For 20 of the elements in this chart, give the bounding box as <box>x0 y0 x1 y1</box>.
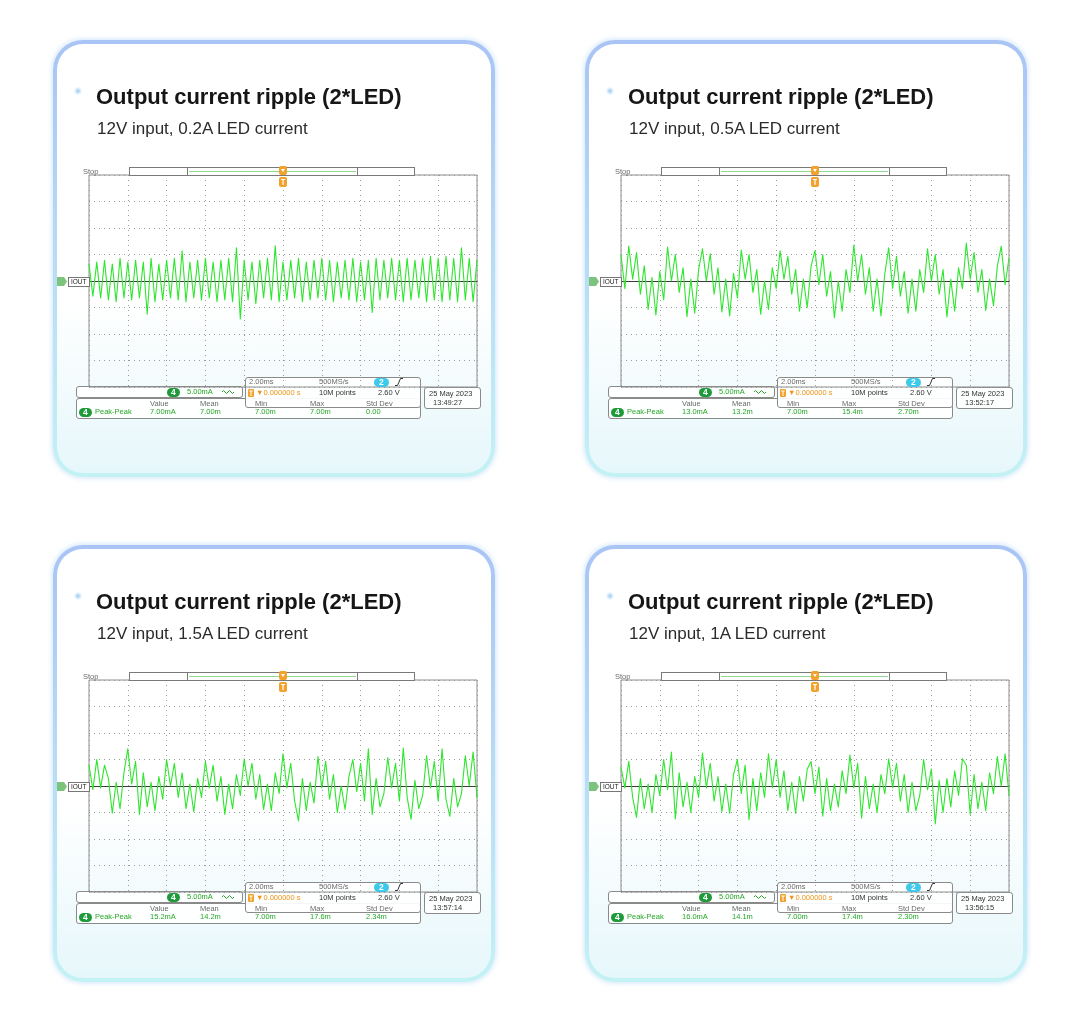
chart-subtitle: 12V input, 0.5A LED current <box>629 119 841 138</box>
text: 4 <box>167 891 180 902</box>
text: 2 <box>374 376 389 387</box>
text: 2 <box>374 881 389 892</box>
chart-subtitle: 12V input, 0.2A LED current <box>97 119 309 138</box>
text: 2 <box>906 376 921 387</box>
text: 4 <box>699 386 712 397</box>
text: 4 <box>79 406 92 417</box>
text: 4 <box>611 911 624 922</box>
text: 4 <box>611 406 624 417</box>
chart-subtitle: 12V input, 1.5A LED current <box>97 624 309 643</box>
chart-subtitle: 12V input, 1A LED current <box>629 624 826 643</box>
text: 4 <box>167 386 180 397</box>
chart-title: Output current ripple (2*LED) <box>628 588 934 614</box>
chart-title: Output current ripple (2*LED) <box>96 83 402 109</box>
text: 2 <box>906 881 921 892</box>
text: 4 <box>79 911 92 922</box>
chart-title: Output current ripple (2*LED) <box>96 588 402 614</box>
chart-title: Output current ripple (2*LED) <box>628 83 934 109</box>
text: 4 <box>699 891 712 902</box>
